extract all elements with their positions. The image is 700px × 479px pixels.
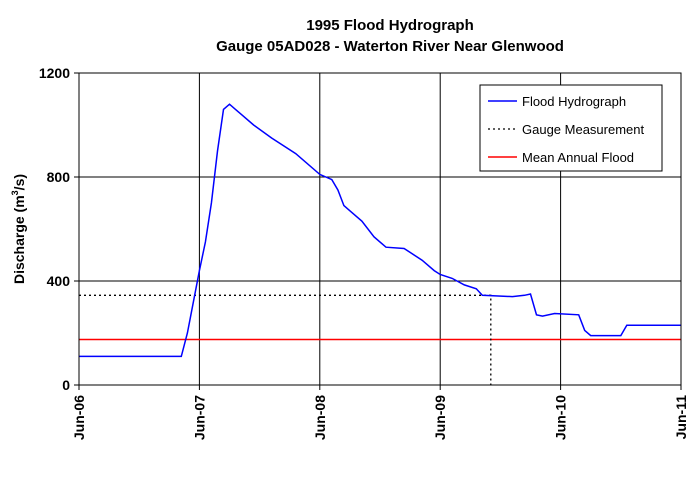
y-axis-label: Discharge (m3/s): [10, 174, 27, 284]
plot-border: [78, 72, 682, 386]
x-tick-label-3: Jun-09: [432, 395, 448, 440]
y-tick-label-1: 400: [47, 273, 71, 289]
x-tick-label-4: Jun-10: [553, 395, 569, 440]
legend: Flood Hydrograph Gauge Measurement Mean An…: [479, 84, 663, 172]
x-tick-label-1: Jun-07: [191, 395, 207, 440]
y-tick-label-0: 0: [62, 377, 70, 393]
y-axis-label-tail: /s): [11, 174, 27, 190]
grid: [79, 73, 681, 385]
legend-label-2: Mean Annual Flood: [522, 150, 634, 165]
x-tick-label-0: Jun-06: [71, 395, 87, 440]
series-line-0: [79, 103, 681, 358]
x-tick-label-2: Jun-08: [312, 395, 328, 440]
y-axis-label-sup: 3: [10, 190, 20, 195]
y-axis-label-main: Discharge (m: [11, 195, 27, 284]
legend-items: Flood Hydrograph Gauge Measurement Mean An…: [488, 94, 645, 165]
y-tick-label-2: 800: [47, 169, 71, 185]
x-tick-labels: Jun-06 Jun-07 Jun-08 Jun-09 Jun-10 Jun-11: [71, 385, 689, 440]
y-tick-label-3: 1200: [39, 65, 70, 81]
chart-subtitle: Gauge 05AD028 - Waterton River Near Glen…: [216, 38, 564, 55]
x-tick-label-5: Jun-11: [673, 395, 689, 440]
legend-label-1: Gauge Measurement: [522, 122, 645, 137]
legend-label-0: Flood Hydrograph: [522, 94, 626, 109]
y-tick-labels: 0 400 800 1200: [39, 65, 79, 393]
chart-title: 1995 Flood Hydrograph: [306, 17, 474, 34]
series-layer: [79, 103, 681, 385]
